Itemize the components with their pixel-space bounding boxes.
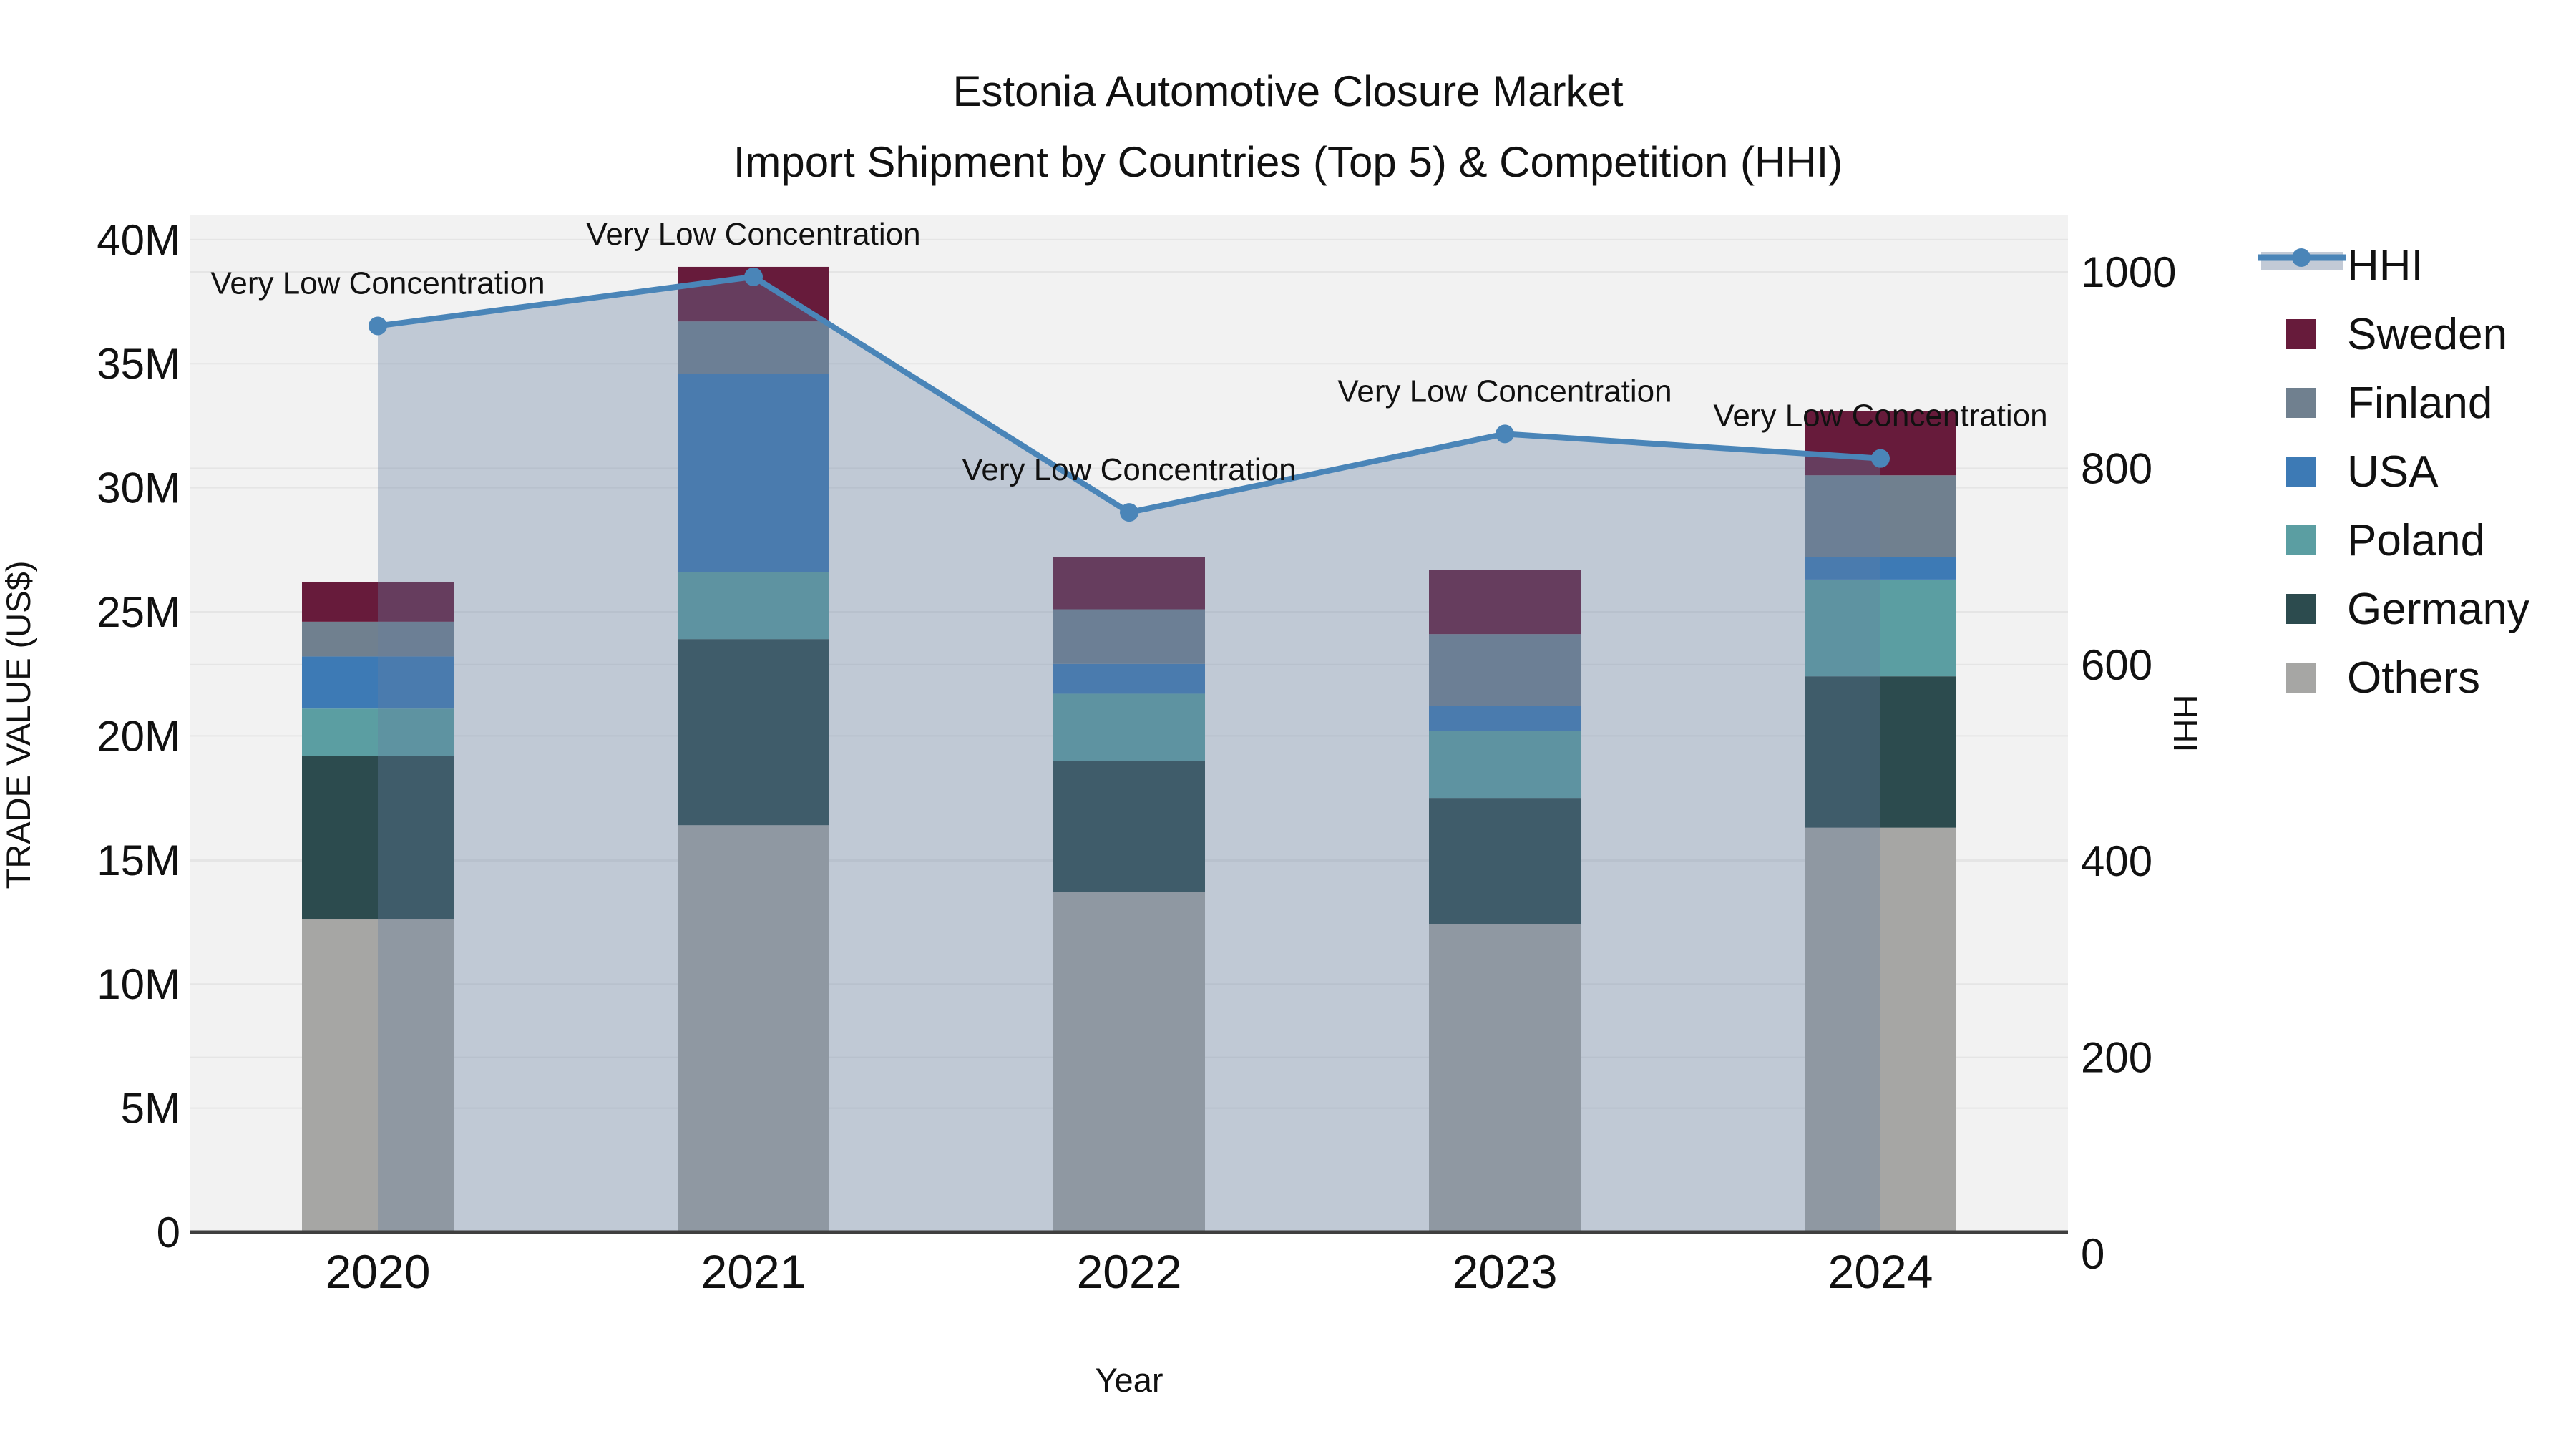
bar-segment-others-2022[interactable] [1053,892,1205,1232]
bar-segment-germany-2024[interactable] [1805,676,1956,828]
legend-swatch-usa [2286,457,2316,487]
annotation-2021: Very Low Concentration [586,217,920,252]
annotation-2022: Very Low Concentration [962,452,1296,487]
legend-label-others: Others [2347,653,2480,703]
legend-label-sweden: Sweden [2347,310,2507,359]
y-left-tick-40M: 40M [97,216,180,264]
bar-segment-germany-2023[interactable] [1429,798,1581,924]
hhi-marker-2024[interactable] [1871,449,1890,468]
x-tick-2024: 2024 [1828,1245,1933,1298]
legend-label-usa: USA [2347,447,2439,497]
annotation-2020: Very Low Concentration [210,265,545,301]
y-right-tick-200: 200 [2081,1034,2152,1082]
bar-segment-sweden-2022[interactable] [1053,557,1205,610]
hhi-marker-2023[interactable] [1496,424,1514,444]
bar-segment-germany-2021[interactable] [678,639,829,826]
bar-segment-germany-2020[interactable] [302,756,454,920]
bar-segment-germany-2022[interactable] [1053,761,1205,892]
x-tick-2020: 2020 [326,1245,431,1298]
bar-segment-others-2021[interactable] [678,825,829,1232]
y-left-tick-35M: 35M [97,340,180,388]
bar-segment-others-2024[interactable] [1805,827,1956,1232]
bar-segment-usa-2023[interactable] [1429,706,1581,731]
bar-segment-usa-2021[interactable] [678,374,829,572]
bar-segment-finland-2024[interactable] [1805,475,1956,557]
legend-item-finland[interactable]: Finland [2286,379,2492,428]
bar-segment-sweden-2023[interactable] [1429,570,1581,635]
chart-title-line2: Import Shipment by Countries (Top 5) & C… [733,138,1843,186]
x-tick-2021: 2021 [701,1245,806,1298]
legend-swatch-others [2286,663,2316,693]
legend-item-usa[interactable]: USA [2286,447,2439,497]
y-left-tick-15M: 15M [97,836,180,884]
bar-segment-poland-2024[interactable] [1805,579,1956,677]
annotation-2023: Very Low Concentration [1337,374,1672,409]
bar-segment-usa-2022[interactable] [1053,663,1205,694]
legend-swatch-germany [2286,594,2316,624]
y-left-tick-30M: 30M [97,464,180,512]
hhi-marker-swatch [2292,248,2311,267]
bar-segment-finland-2020[interactable] [302,621,454,657]
bar-segment-finland-2023[interactable] [1429,634,1581,706]
legend-swatch-sweden [2286,319,2316,349]
bar-segment-poland-2020[interactable] [302,708,454,756]
hhi-marker-2022[interactable] [1120,503,1138,522]
annotation-2024: Very Low Concentration [1713,399,2047,434]
y-left-tick-5M: 5M [121,1085,180,1133]
y-right-tick-0: 0 [2081,1230,2104,1278]
legend-label-germany: Germany [2347,585,2529,634]
y-left-tick-0: 0 [157,1209,180,1257]
y-right-tick-400: 400 [2081,837,2152,885]
y-right-tick-600: 600 [2081,641,2152,689]
legend: HHI Sweden Finland USA Poland Germany Others [2258,241,2529,703]
bar-segment-finland-2022[interactable] [1053,609,1205,664]
bar-segment-poland-2021[interactable] [678,572,829,640]
y-left-tick-25M: 25M [97,588,180,636]
x-tick-2022: 2022 [1077,1245,1182,1298]
bar-segment-sweden-2020[interactable] [302,582,454,622]
hhi-marker-2021[interactable] [744,267,763,286]
chart-title-line1: Estonia Automotive Closure Market [952,67,1623,115]
y-right-tick-1000: 1000 [2081,248,2176,296]
y-left-tick-10M: 10M [97,960,180,1008]
legend-item-germany[interactable]: Germany [2286,585,2529,634]
legend-item-hhi[interactable]: HHI [2258,241,2424,291]
x-axis-title: Year [1096,1361,1163,1399]
plot-layer: 0 5M 10M 15M 20M 25M 30M 35M 40M 0 200 400 600 800 100… [97,215,2176,1298]
bar-segment-finland-2021[interactable] [678,321,829,374]
bar-segment-usa-2024[interactable] [1805,557,1956,580]
y-right-axis-title: HHI [2167,695,2205,753]
x-tick-2023: 2023 [1453,1245,1558,1298]
legend-swatch-finland [2286,388,2316,418]
bar-segment-poland-2022[interactable] [1053,693,1205,761]
legend-label-poland: Poland [2347,516,2485,565]
y-left-axis-title: TRADE VALUE (US$) [0,561,37,889]
legend-item-poland[interactable]: Poland [2286,516,2485,565]
legend-swatch-poland [2286,525,2316,555]
legend-label-finland: Finland [2347,379,2492,428]
hhi-area [378,276,1880,1232]
y-right-tick-800: 800 [2081,444,2152,492]
legend-item-others[interactable]: Others [2286,653,2480,703]
hhi-marker-2020[interactable] [369,316,387,336]
bar-segment-usa-2020[interactable] [302,656,454,709]
bar-segment-poland-2023[interactable] [1429,731,1581,799]
legend-item-sweden[interactable]: Sweden [2286,310,2507,359]
bar-segment-others-2020[interactable] [302,919,454,1232]
bar-segment-others-2023[interactable] [1429,924,1581,1232]
y-left-tick-20M: 20M [97,712,180,760]
legend-label-hhi: HHI [2347,241,2424,291]
